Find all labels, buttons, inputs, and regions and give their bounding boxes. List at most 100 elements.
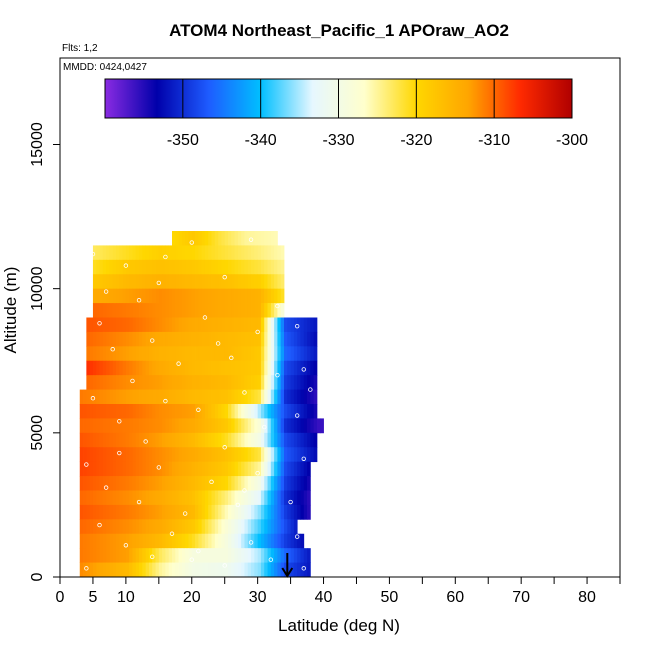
heatmap-cell <box>287 404 291 419</box>
heatmap-cell <box>234 562 239 577</box>
heatmap-cell <box>204 432 209 448</box>
heatmap-cell <box>303 331 308 347</box>
heatmap-cell <box>274 288 278 304</box>
heatmap-cell <box>211 389 216 405</box>
heatmap-cell <box>122 519 127 535</box>
heatmap-layer <box>86 317 318 333</box>
heatmap-cell <box>214 562 219 577</box>
heatmap-cell <box>208 533 212 549</box>
heatmap-cell <box>181 346 186 362</box>
heatmap-cell <box>244 490 249 506</box>
heatmap-cell <box>287 461 291 477</box>
heatmap-cell <box>112 245 117 261</box>
heatmap-cell <box>165 389 170 405</box>
heatmap-cell <box>145 375 150 390</box>
heatmap-cell <box>92 490 97 506</box>
heatmap-cell <box>310 432 315 448</box>
heatmap-cell <box>175 504 179 520</box>
heatmap-cell <box>277 461 282 477</box>
heatmap-cell <box>204 274 209 290</box>
sample-point <box>301 456 306 461</box>
arrow-marker <box>281 553 294 578</box>
heatmap-cell <box>178 461 183 477</box>
heatmap-cell <box>155 519 160 535</box>
heatmap-cell <box>86 389 91 405</box>
heatmap-cell <box>86 447 91 463</box>
heatmap-cell <box>231 288 235 304</box>
heatmap-cell <box>274 490 278 506</box>
heatmap-cell <box>168 346 173 362</box>
heatmap-cell <box>86 418 91 434</box>
heatmap-cell <box>277 245 282 261</box>
heatmap-cell <box>237 519 242 535</box>
heatmap-cell <box>218 274 222 290</box>
heatmap-cell <box>303 476 308 491</box>
heatmap-cell <box>231 259 235 275</box>
heatmap-cell <box>185 519 189 535</box>
heatmap-cell <box>244 245 249 261</box>
sample-point <box>156 280 162 286</box>
heatmap-cell <box>119 404 123 419</box>
heatmap-cell <box>274 245 278 261</box>
heatmap-cell <box>251 360 255 376</box>
heatmap-cell <box>132 375 137 390</box>
heatmap-cell <box>119 331 123 347</box>
heatmap-cell <box>257 548 262 563</box>
heatmap-cell <box>122 490 127 506</box>
heatmap-cell <box>116 274 120 290</box>
heatmap-cell <box>260 461 265 477</box>
heatmap-cell <box>132 519 137 535</box>
heatmap-cell <box>221 447 226 463</box>
heatmap-cell <box>270 562 275 577</box>
sample-point <box>136 499 142 505</box>
heatmap-cell <box>102 490 107 506</box>
heatmap-cell <box>92 519 97 535</box>
heatmap-cell <box>224 288 229 304</box>
heatmap-cell <box>119 432 123 448</box>
heatmap-cell <box>145 259 150 275</box>
heatmap-cell <box>247 288 252 304</box>
heatmap-cell <box>303 375 308 390</box>
heatmap-cell <box>191 389 196 405</box>
heatmap-cell <box>241 375 245 390</box>
heatmap-cell <box>172 375 176 390</box>
heatmap-cell <box>158 519 163 535</box>
heatmap-cell <box>165 331 170 347</box>
heatmap-cell <box>313 375 318 390</box>
heatmap-cell <box>102 245 107 261</box>
sample-point <box>275 303 280 309</box>
heatmap-cell <box>234 490 239 506</box>
heatmap-cell <box>274 331 278 347</box>
heatmap-cell <box>244 303 249 318</box>
heatmap-cell <box>195 447 199 463</box>
heatmap-cell <box>152 360 156 376</box>
heatmap-cell <box>244 519 249 535</box>
heatmap-cell <box>188 418 193 434</box>
heatmap-cell <box>287 533 291 549</box>
heatmap-cell <box>297 461 301 477</box>
heatmap-cell <box>129 548 133 563</box>
heatmap-layer <box>92 245 285 261</box>
heatmap-cell <box>129 389 133 405</box>
heatmap-cell <box>270 317 275 333</box>
heatmap-cell <box>251 490 255 506</box>
heatmap-cell <box>260 245 265 261</box>
heatmap-cell <box>148 317 153 333</box>
sample-point <box>123 543 129 548</box>
heatmap-cell <box>89 548 94 563</box>
heatmap-cell <box>132 245 137 261</box>
heatmap-layer <box>86 346 318 362</box>
heatmap-cell <box>178 389 183 405</box>
heatmap-cell <box>277 375 282 390</box>
heatmap-cell <box>165 303 170 318</box>
heatmap-cell <box>264 418 268 434</box>
heatmap-cell <box>181 519 186 535</box>
heatmap-cell <box>112 548 117 563</box>
heatmap-cell <box>152 432 156 448</box>
heatmap-cell <box>300 447 305 463</box>
heatmap-cell <box>284 548 288 563</box>
heatmap-cell <box>99 548 104 563</box>
heatmap-cell <box>112 447 117 463</box>
heatmap-cell <box>139 346 143 362</box>
sample-point <box>255 471 260 476</box>
